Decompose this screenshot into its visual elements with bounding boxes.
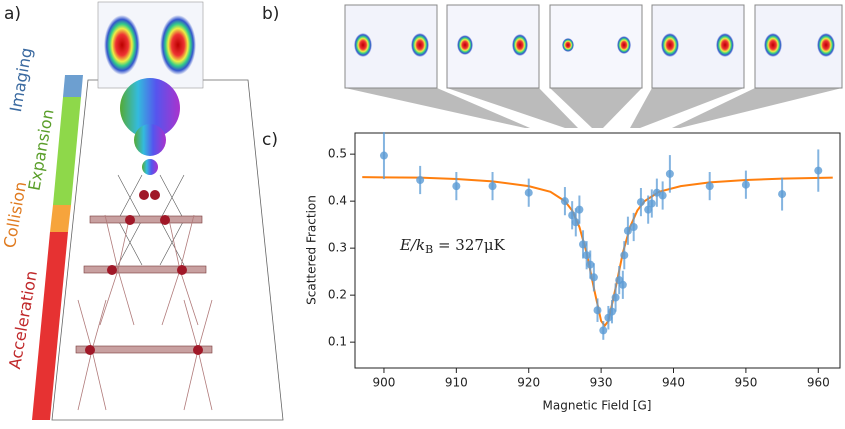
atom bbox=[177, 265, 187, 275]
data-point bbox=[814, 166, 823, 175]
data-point bbox=[741, 180, 750, 189]
y-tick-label: 0.5 bbox=[328, 147, 347, 161]
data-point bbox=[623, 226, 632, 235]
atom bbox=[85, 345, 95, 355]
beam-bar bbox=[75, 345, 213, 354]
connector bbox=[550, 88, 642, 128]
thumb-blob bbox=[764, 33, 782, 57]
connector bbox=[447, 88, 578, 128]
stage-bar bbox=[53, 97, 81, 205]
stage-bar bbox=[63, 75, 83, 97]
panel-label: b) bbox=[262, 4, 279, 24]
stage-label: Expansion bbox=[25, 108, 58, 192]
data-point bbox=[636, 198, 645, 207]
atom bbox=[139, 190, 149, 200]
thumb-blob bbox=[562, 38, 574, 52]
thumb-blob bbox=[817, 33, 835, 57]
x-tick-label: 960 bbox=[807, 376, 830, 390]
atom bbox=[125, 215, 135, 225]
panel-label: a) bbox=[4, 4, 21, 24]
data-point bbox=[560, 197, 569, 206]
data-point bbox=[607, 307, 616, 316]
x-tick-label: 950 bbox=[734, 376, 757, 390]
data-point bbox=[524, 188, 533, 197]
x-tick-label: 910 bbox=[445, 376, 468, 390]
expansion-sphere bbox=[120, 78, 180, 138]
stage-bar bbox=[32, 232, 68, 420]
data-point bbox=[593, 306, 602, 315]
y-tick-label: 0.4 bbox=[328, 194, 347, 208]
data-point bbox=[586, 260, 595, 269]
x-axis-title: Magnetic Field [G] bbox=[543, 399, 652, 413]
annotation-main: E/k bbox=[399, 236, 425, 254]
illustration-b bbox=[344, 4, 843, 128]
data-point bbox=[618, 280, 627, 289]
y-tick-label: 0.2 bbox=[328, 288, 347, 302]
atom bbox=[193, 345, 203, 355]
expansion-sphere bbox=[134, 124, 166, 156]
x-tick-label: 930 bbox=[590, 376, 613, 390]
expansion-sphere bbox=[142, 159, 158, 175]
thumb-blob bbox=[716, 33, 734, 57]
annotation-rest: = 327μK bbox=[433, 236, 505, 254]
data-point bbox=[579, 240, 588, 249]
thumb-blob bbox=[512, 34, 528, 56]
atom bbox=[160, 215, 170, 225]
stage-label: Imaging bbox=[6, 46, 36, 113]
data-point bbox=[658, 191, 667, 200]
illustration-a: Imaging Expansion Collision Acceleration bbox=[0, 1, 284, 421]
data-point bbox=[665, 169, 674, 178]
data-point bbox=[647, 199, 656, 208]
data-point bbox=[644, 205, 653, 214]
data-point bbox=[604, 313, 613, 322]
data-point bbox=[452, 182, 461, 191]
x-tick-label: 920 bbox=[517, 376, 540, 390]
data-point bbox=[629, 223, 638, 231]
data-point bbox=[571, 218, 580, 227]
annotation: E/kB = 327μK bbox=[399, 236, 506, 256]
stage-label: Acceleration bbox=[5, 269, 41, 370]
x-tick-label: 940 bbox=[662, 376, 685, 390]
data-point bbox=[416, 176, 425, 184]
y-axis-title: Scattered Fraction bbox=[305, 195, 319, 305]
plot-frame bbox=[354, 132, 841, 369]
panel-label: c) bbox=[262, 130, 278, 150]
atom bbox=[107, 265, 117, 275]
connector bbox=[672, 88, 842, 128]
thumb-blob bbox=[661, 33, 679, 57]
thumb-blob bbox=[457, 35, 473, 55]
data-point bbox=[568, 211, 577, 220]
data-point bbox=[611, 293, 620, 302]
data-point bbox=[575, 205, 584, 214]
data-point bbox=[488, 182, 497, 191]
data-point bbox=[705, 182, 714, 191]
thumb-blob bbox=[354, 33, 372, 57]
x-tick-label: 900 bbox=[373, 376, 396, 390]
data-point bbox=[589, 273, 598, 282]
thumb-blob bbox=[411, 33, 429, 57]
annotation-sub: B bbox=[425, 243, 433, 256]
stage-label: Collision bbox=[0, 180, 30, 249]
atom-cloud bbox=[160, 15, 196, 75]
connector bbox=[345, 88, 530, 128]
data-point bbox=[620, 251, 629, 260]
beam-bar bbox=[89, 215, 203, 224]
data-point bbox=[778, 190, 787, 199]
atom-cloud bbox=[104, 15, 140, 75]
y-tick-label: 0.3 bbox=[328, 241, 347, 255]
thumb-blob bbox=[617, 36, 631, 54]
data-point bbox=[582, 251, 591, 260]
data-point bbox=[379, 151, 388, 160]
connector bbox=[630, 88, 744, 128]
beam-bar bbox=[83, 265, 207, 274]
beam-cone bbox=[77, 214, 213, 411]
atom bbox=[150, 190, 160, 200]
y-tick-label: 0.1 bbox=[328, 335, 347, 349]
stage-bar bbox=[50, 205, 71, 232]
data-point bbox=[599, 326, 608, 335]
